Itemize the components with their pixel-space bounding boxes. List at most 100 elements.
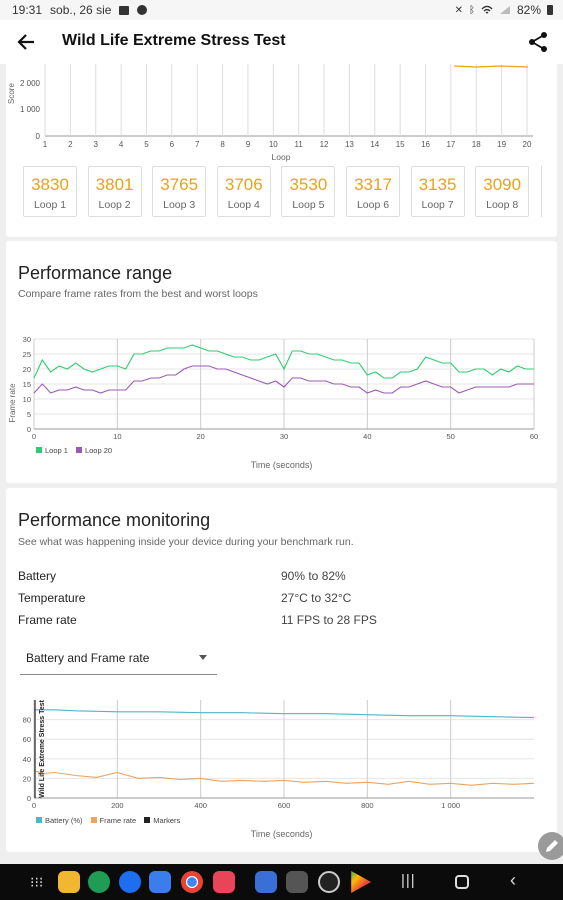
loop-score-card[interactable]: 3765 Loop 3 — [152, 166, 207, 217]
loop-score-card[interactable]: 3317 Loop 6 — [346, 166, 400, 217]
play-store-icon[interactable] — [351, 871, 371, 893]
messages-icon[interactable] — [119, 871, 141, 893]
camera-icon[interactable] — [213, 871, 235, 893]
score-x-tick: 7 — [195, 140, 200, 149]
loop-score-card[interactable]: 3135 Loop 7 — [410, 166, 465, 217]
score-x-tick: 11 — [295, 140, 304, 149]
temperature-value: 27°C to 32°C — [281, 591, 352, 605]
performance-range-card: Performance range Compare frame rates fr… — [6, 241, 557, 483]
performance-monitoring-title: Performance monitoring — [18, 510, 211, 530]
messenger-icon — [137, 5, 148, 15]
loop-score: 3530 — [289, 175, 328, 194]
loop-score-card[interactable]: 3830 Loop 1 — [23, 166, 77, 217]
edit-fab[interactable] — [538, 832, 563, 860]
performance-monitoring-card: Performance monitoring See what was happ… — [6, 488, 557, 852]
score-chart: 1 2 3 4 5 6 7 8 9 10 11 12 13 14 15 16 17 18 19 20 Score 2 … — [7, 64, 533, 162]
metric-dropdown[interactable]: Battery and Frame rate — [20, 646, 217, 675]
home-icon[interactable] — [455, 875, 469, 889]
monitor-x-tick: 0 — [32, 801, 36, 810]
battery-percent: 82% — [516, 3, 541, 17]
files-icon[interactable] — [58, 871, 80, 893]
range-series-loop-20 — [33, 365, 534, 394]
status-time: 19:31 — [12, 3, 43, 17]
back-nav-icon[interactable]: ‹ — [510, 870, 516, 890]
share-icon[interactable] — [527, 30, 549, 54]
range-x-tick: 20 — [196, 432, 204, 441]
legend-frame-rate: Frame rate — [90, 816, 136, 825]
loop-label: Loop 3 — [163, 199, 196, 211]
loop-label: Loop 8 — [486, 199, 519, 211]
chrome-icon[interactable] — [181, 871, 203, 893]
score-x-tick: 2 — [68, 140, 73, 149]
loop-score-card[interactable]: 3090 Loop 8 — [475, 166, 530, 217]
monitor-y-tick: 40 — [23, 755, 31, 764]
monitor-series-battery — [34, 709, 535, 719]
temperature-label: Temperature — [18, 591, 86, 605]
score-x-tick: 19 — [497, 140, 506, 149]
loop-scroll-edge — [541, 166, 551, 217]
monitor-y-tick: 0 — [27, 794, 31, 803]
frame-rate-value: 11 FPS to 28 FPS — [281, 613, 377, 627]
monitoring-legend: Battery (%) Frame rate Markers — [36, 816, 180, 825]
score-card: 1 2 3 4 5 6 7 8 9 10 11 12 13 14 15 16 17 18 19 20 Score 2 … — [6, 64, 557, 237]
score-x-tick: 10 — [269, 140, 278, 149]
score-y-tick: 1 000 — [20, 105, 41, 114]
battery-icon — [547, 5, 553, 15]
score-x-tick: 20 — [523, 140, 532, 149]
loop-score-card[interactable]: 3706 Loop 4 — [216, 166, 271, 217]
gallery-app-icon[interactable] — [255, 871, 277, 893]
legend-markers: Markers — [144, 816, 180, 825]
pencil-icon — [546, 840, 558, 852]
range-series-loop-1 — [33, 344, 534, 379]
score-x-tick: 13 — [345, 140, 354, 149]
chevron-down-icon — [199, 655, 207, 660]
range-x-tick: 10 — [113, 432, 121, 441]
score-x-tick: 9 — [246, 140, 251, 149]
arrow-back-icon[interactable] — [14, 30, 40, 54]
score-y-tick: 0 — [36, 132, 41, 141]
score-x-tick: 4 — [119, 140, 124, 149]
range-x-label: Time (seconds) — [250, 460, 313, 470]
gallery-icon — [119, 5, 130, 15]
score-x-tick: 1 — [43, 140, 48, 149]
score-x-tick: 17 — [446, 140, 455, 149]
docs-icon[interactable] — [149, 871, 171, 893]
app-bar: Wild Life Extreme Stress Test — [0, 20, 563, 64]
loop-label: Loop 4 — [227, 199, 260, 211]
range-x-tick: 30 — [280, 432, 288, 441]
score-x-tick: 18 — [472, 140, 481, 149]
monitor-y-tick: 60 — [23, 735, 31, 744]
battery-value: 90% to 82% — [281, 569, 346, 583]
range-x-tick: 40 — [363, 432, 371, 441]
loop-score: 3135 — [418, 175, 457, 194]
cpu-z-icon[interactable] — [286, 871, 308, 893]
range-y-tick: 30 — [23, 335, 31, 344]
monitor-x-tick: 600 — [278, 801, 291, 810]
loop-label: Loop 2 — [98, 199, 131, 211]
metric-dropdown-value: Battery and Frame rate — [26, 651, 150, 665]
monitor-y-tick: 20 — [23, 774, 31, 783]
range-x-tick: 0 — [32, 432, 36, 441]
score-y-label: Score — [7, 83, 16, 104]
frame-rate-label: Frame rate — [18, 613, 77, 627]
battery-label: Battery — [18, 569, 57, 583]
app-drawer-icon[interactable]: ⁝⁝⁝ — [30, 874, 44, 890]
loop-score: 3830 — [31, 175, 69, 194]
status-date: sob., 26 sie — [50, 3, 112, 17]
wifi-icon — [481, 5, 493, 14]
score-y-tick: 2 000 — [20, 79, 41, 88]
phone-icon[interactable] — [88, 871, 110, 893]
score-line — [453, 65, 529, 68]
performance-range-title: Performance range — [18, 263, 173, 283]
range-legend: Loop 1 Loop 20 — [36, 446, 112, 455]
range-y-tick: 15 — [23, 380, 31, 389]
range-x-tick: 50 — [446, 432, 454, 441]
frame-rate-y-label: Frame rate — [8, 383, 17, 423]
3dmark-icon[interactable] — [318, 871, 340, 893]
loop-score-card[interactable]: 3530 Loop 5 — [281, 166, 336, 217]
loop-score-card[interactable]: 3801 Loop 2 — [87, 166, 142, 217]
loop-score: 3090 — [483, 175, 522, 194]
recents-icon[interactable]: ||| — [401, 872, 416, 889]
monitor-x-tick: 400 — [194, 801, 207, 810]
